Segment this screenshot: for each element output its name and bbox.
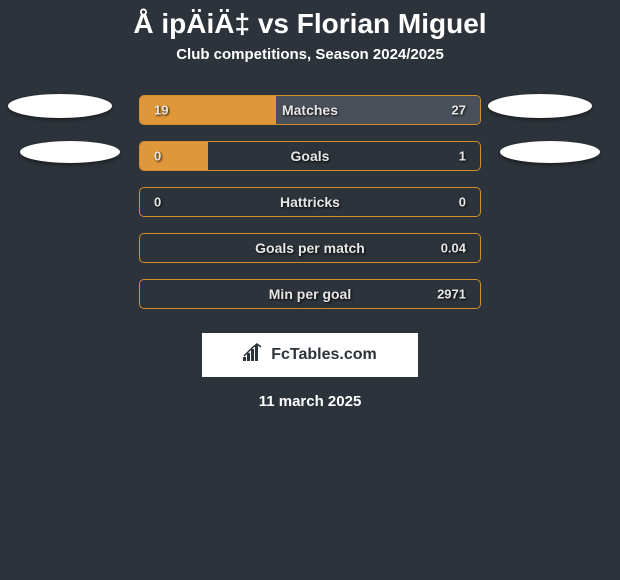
stat-label: Goals: [291, 148, 330, 164]
decor-ellipse: [488, 94, 592, 118]
stat-bar: 0 Goals 1: [139, 141, 481, 171]
value-left: 0: [154, 195, 161, 210]
stat-label: Matches: [282, 102, 338, 118]
brand-label: FcTables.com: [271, 346, 377, 364]
value-right: 27: [452, 103, 466, 118]
subtitle: Club competitions, Season 2024/2025: [0, 46, 620, 63]
stat-bar: 0 Hattricks 0: [139, 187, 481, 217]
date-label: 11 march 2025: [0, 393, 620, 410]
stat-bar: Goals per match 0.04: [139, 233, 481, 263]
comparison-row: 0 Goals 1: [0, 133, 620, 179]
decor-ellipse: [8, 94, 112, 118]
comparison-row: Goals per match 0.04: [0, 225, 620, 271]
bar-fill-left: [140, 142, 208, 170]
stat-bar: Min per goal 2971: [139, 279, 481, 309]
value-right: 1: [459, 149, 466, 164]
value-left: 0: [154, 149, 161, 164]
stat-label: Min per goal: [269, 286, 351, 302]
value-right: 0: [459, 195, 466, 210]
stat-label: Goals per match: [255, 240, 365, 256]
decor-ellipse: [500, 141, 600, 163]
brand-box: FcTables.com: [202, 333, 418, 377]
page-title: Å ipÄiÄ‡ vs Florian Miguel: [0, 0, 620, 46]
comparison-row: 19 Matches 27: [0, 87, 620, 133]
stat-label: Hattricks: [280, 194, 340, 210]
comparison-row: Min per goal 2971: [0, 271, 620, 317]
value-right: 0.04: [441, 241, 466, 256]
decor-ellipse: [20, 141, 120, 163]
chart-icon: [243, 343, 265, 368]
comparison-row: 0 Hattricks 0: [0, 179, 620, 225]
value-right: 2971: [437, 287, 466, 302]
value-left: 19: [154, 103, 168, 118]
comparison-rows: 19 Matches 27 0 Goals 1 0 Hattricks 0 Goals per m…: [0, 87, 620, 317]
stat-bar: 19 Matches 27: [139, 95, 481, 125]
